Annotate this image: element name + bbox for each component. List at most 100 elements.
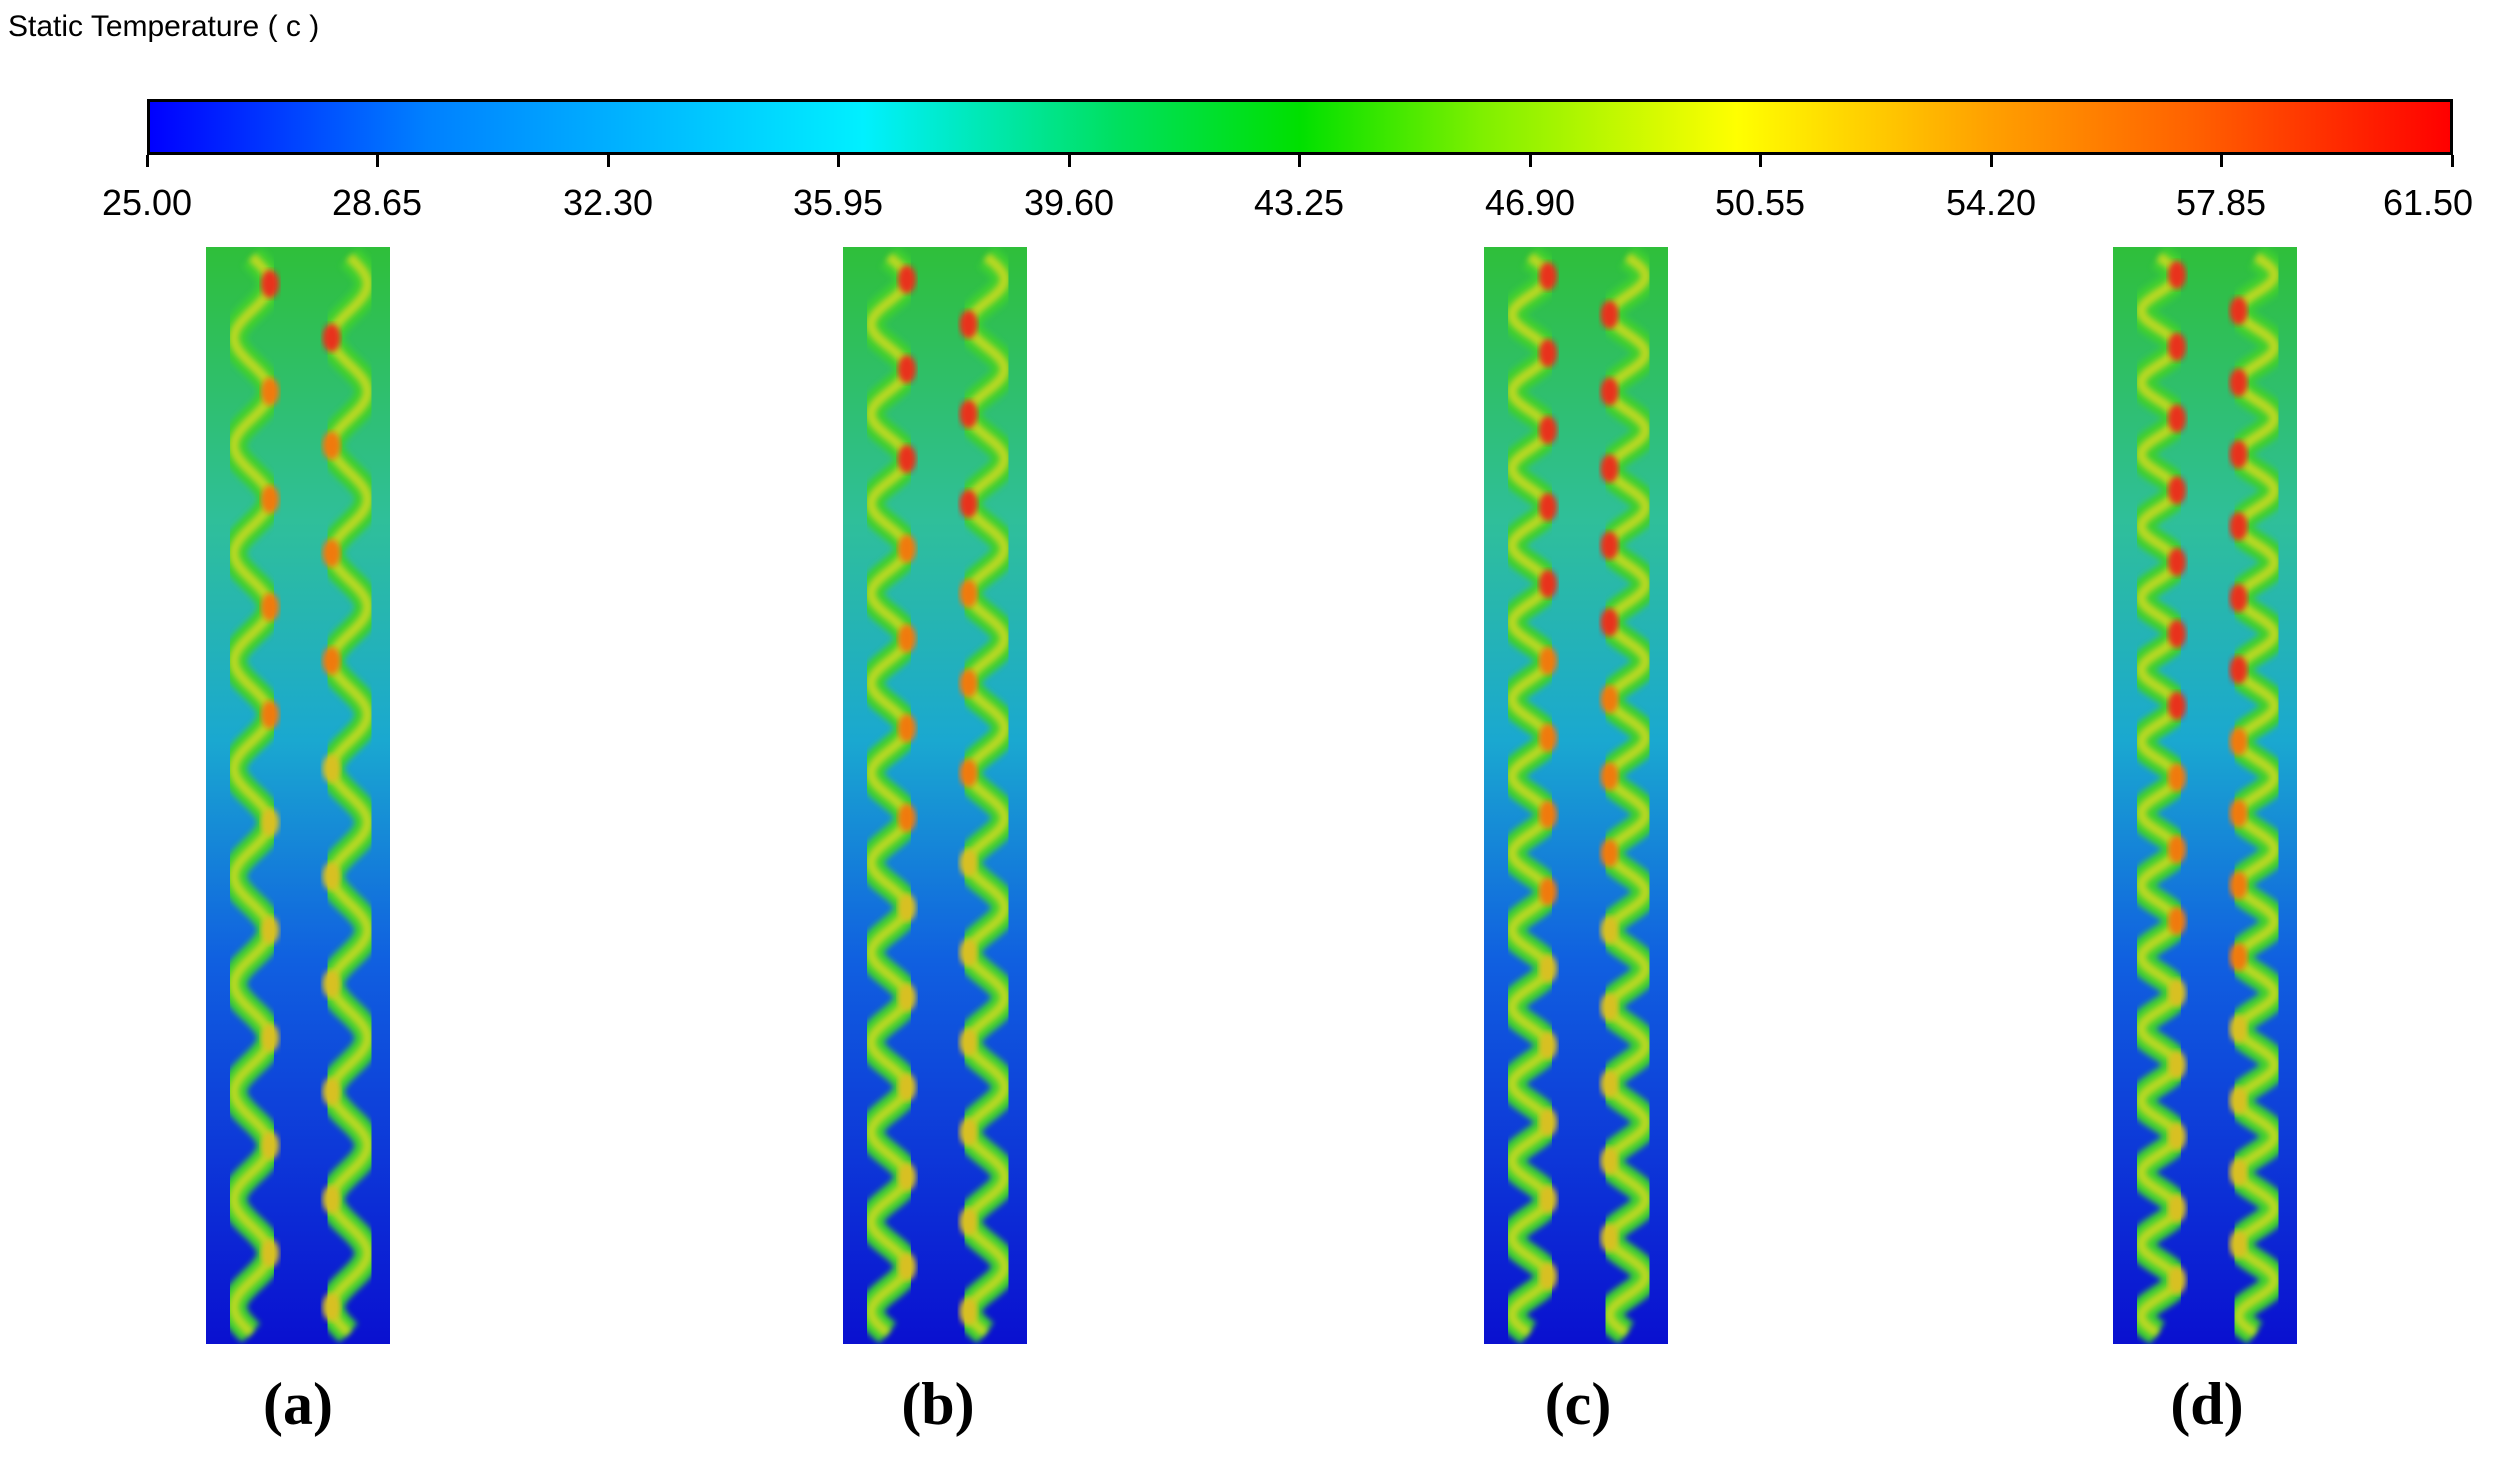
hot-spot [322, 323, 341, 352]
hot-spot [261, 1131, 279, 1160]
tick-label: 61.50 [2382, 182, 2474, 223]
plume-inner [2233, 252, 2280, 1338]
hot-spot [2229, 1014, 2248, 1043]
hot-spot [959, 1207, 978, 1236]
hot-spot [322, 1293, 341, 1322]
hot-spot [959, 669, 978, 698]
hot-spot [261, 485, 279, 514]
hot-spot [261, 808, 279, 837]
tick-mark [2451, 155, 2454, 167]
hot-spot [2168, 476, 2186, 505]
hot-spot [1539, 877, 1557, 906]
tick-label: 54.20 [1945, 182, 2037, 223]
hot-spot [322, 970, 341, 998]
hot-spot [959, 579, 978, 608]
hot-spot [2168, 260, 2186, 289]
hot-spot [1539, 800, 1557, 829]
hot-spot [898, 534, 916, 563]
tick-mark [607, 155, 610, 167]
tick-label: 35.95 [792, 182, 884, 223]
hot-spot [322, 539, 341, 568]
hot-spot [2168, 548, 2186, 577]
hot-spot [2229, 799, 2248, 828]
hot-spot [1539, 416, 1557, 445]
hot-spot [898, 265, 916, 294]
hot-spot [959, 1118, 978, 1147]
hot-spot [1600, 839, 1619, 868]
hot-spot [2168, 763, 2186, 792]
hot-spot [2168, 835, 2186, 864]
tick-label: 28.65 [331, 182, 423, 223]
hot-spot [1600, 531, 1619, 560]
panel-label-a: (a) [263, 1371, 333, 1437]
tick-mark [1990, 155, 1993, 167]
hot-spot [322, 862, 341, 891]
hot-spot [898, 983, 916, 1012]
tick-label: 32.30 [562, 182, 654, 223]
hot-spot [2229, 368, 2248, 397]
hot-spot [959, 759, 978, 788]
panel-label-d: (d) [2170, 1371, 2244, 1437]
hot-spot [2229, 943, 2248, 971]
hot-spot [2168, 1050, 2186, 1079]
hot-spot [898, 714, 916, 743]
tick-mark [837, 155, 840, 167]
colorbar-title: Static Temperature ( c ) [8, 10, 320, 43]
hot-spot [2168, 691, 2186, 720]
hot-spot [1600, 1146, 1619, 1175]
hot-spot [1539, 646, 1557, 675]
hot-spot [1539, 493, 1557, 521]
plume-inner [2135, 252, 2183, 1338]
hot-spot [2168, 1122, 2186, 1151]
tick-label: 50.55 [1714, 182, 1806, 223]
hot-spot [1600, 1070, 1619, 1098]
hot-spot [1600, 377, 1619, 406]
hot-spot [898, 624, 916, 653]
hot-spot [322, 431, 341, 460]
hot-spot [1539, 569, 1557, 598]
hot-spot [959, 938, 978, 967]
tick-mark [2220, 155, 2223, 167]
hot-spot [2229, 1158, 2248, 1187]
hot-spot [1539, 262, 1557, 291]
hot-spot [898, 1073, 916, 1102]
tick-mark [376, 155, 379, 167]
tick-mark [146, 155, 149, 167]
hot-spot [959, 848, 978, 877]
tick-label: 46.90 [1484, 182, 1576, 223]
hot-spot [2168, 1194, 2186, 1223]
panel-label-b: (b) [901, 1371, 975, 1437]
hot-spot [261, 1239, 279, 1268]
hot-spot [2168, 332, 2186, 361]
hot-spot [261, 593, 279, 621]
hot-spot [2168, 907, 2186, 936]
hot-spot [959, 1297, 978, 1326]
hot-spot [1539, 954, 1557, 983]
hot-spot [1600, 993, 1619, 1022]
hot-spot [2168, 1266, 2186, 1295]
hot-spot [1539, 339, 1557, 368]
hot-spot [2229, 1230, 2248, 1259]
hot-spot [1539, 1185, 1557, 1214]
hot-spot [2168, 978, 2186, 1007]
contour-panel-d [2113, 247, 2297, 1344]
panel-label-c: (c) [1544, 1371, 1612, 1437]
hot-spot [1539, 1108, 1557, 1137]
contour-panel-c [1484, 247, 1668, 1344]
hot-spot [322, 646, 341, 675]
hot-spot [2229, 871, 2248, 900]
hot-spot [959, 310, 978, 339]
hot-spot [959, 400, 978, 429]
hot-spot [322, 754, 341, 783]
hot-spot [2168, 619, 2186, 648]
hot-spot [261, 1023, 279, 1052]
hot-spot [959, 489, 978, 518]
hot-spot [2229, 727, 2248, 756]
hot-spot [1600, 608, 1619, 637]
hot-spot [898, 803, 916, 832]
hot-spot [2229, 296, 2248, 325]
hot-spot [898, 444, 916, 473]
hot-spot [1600, 916, 1619, 945]
hot-spot [1600, 454, 1619, 483]
hot-spot [898, 1162, 916, 1191]
